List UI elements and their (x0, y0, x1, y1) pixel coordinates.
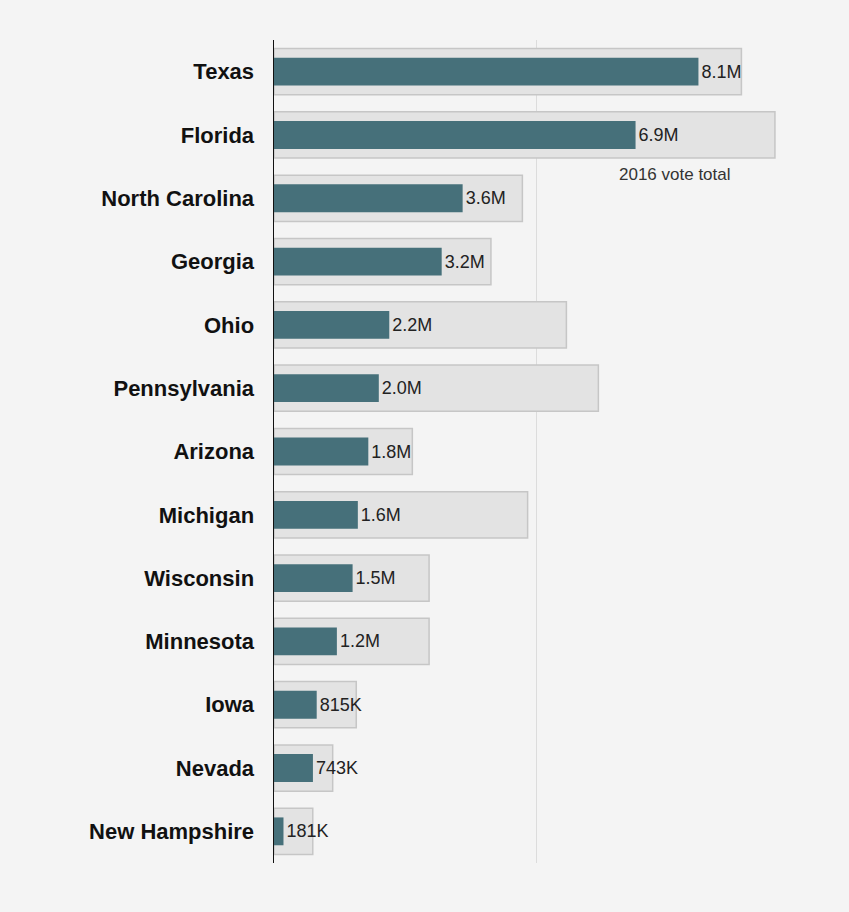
svg-text:3.6M: 3.6M (466, 188, 506, 208)
svg-text:1.8M: 1.8M (371, 442, 411, 462)
svg-text:Minnesota: Minnesota (145, 629, 255, 654)
svg-text:743K: 743K (316, 758, 358, 778)
svg-text:2016 vote total: 2016 vote total (619, 165, 731, 184)
svg-text:1.5M: 1.5M (356, 568, 396, 588)
svg-text:Ohio: Ohio (204, 313, 254, 338)
svg-text:New Hampshire: New Hampshire (89, 819, 254, 844)
svg-text:Wisconsin: Wisconsin (144, 566, 254, 591)
svg-text:North Carolina: North Carolina (101, 186, 255, 211)
svg-text:Florida: Florida (181, 123, 255, 148)
svg-text:1.2M: 1.2M (340, 631, 380, 651)
svg-text:815K: 815K (320, 695, 362, 715)
svg-text:6.9M: 6.9M (639, 125, 679, 145)
svg-text:Arizona: Arizona (173, 439, 254, 464)
svg-text:Iowa: Iowa (205, 692, 255, 717)
svg-text:Texas: Texas (193, 59, 254, 84)
svg-text:3.2M: 3.2M (445, 252, 485, 272)
svg-text:181K: 181K (286, 821, 328, 841)
svg-text:2.2M: 2.2M (392, 315, 432, 335)
svg-text:Pennsylvania: Pennsylvania (113, 376, 254, 401)
svg-text:Michigan: Michigan (159, 503, 254, 528)
svg-text:1.6M: 1.6M (361, 505, 401, 525)
svg-text:8.1M: 8.1M (701, 62, 741, 82)
svg-text:2.0M: 2.0M (382, 378, 422, 398)
svg-text:Georgia: Georgia (171, 249, 255, 274)
svg-text:Nevada: Nevada (176, 756, 255, 781)
